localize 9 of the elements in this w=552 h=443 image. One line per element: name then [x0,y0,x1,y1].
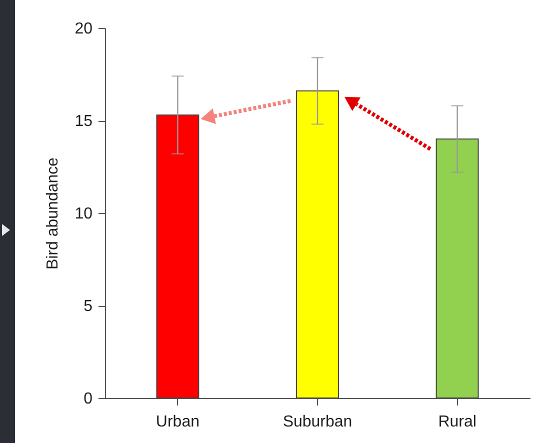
y-tick-label: 5 [84,298,93,315]
x-tick-label: Rural [438,414,476,430]
y-tick-label: 20 [74,20,93,38]
y-tick-label: 10 [74,206,93,222]
x-tick-label: Urban [156,414,200,430]
y-axis-title: Bird abundance [44,157,62,270]
x-tick-label: Suburban [282,414,352,430]
y-tick-label: 15 [74,113,93,130]
y-tick-label: 0 [84,390,93,408]
